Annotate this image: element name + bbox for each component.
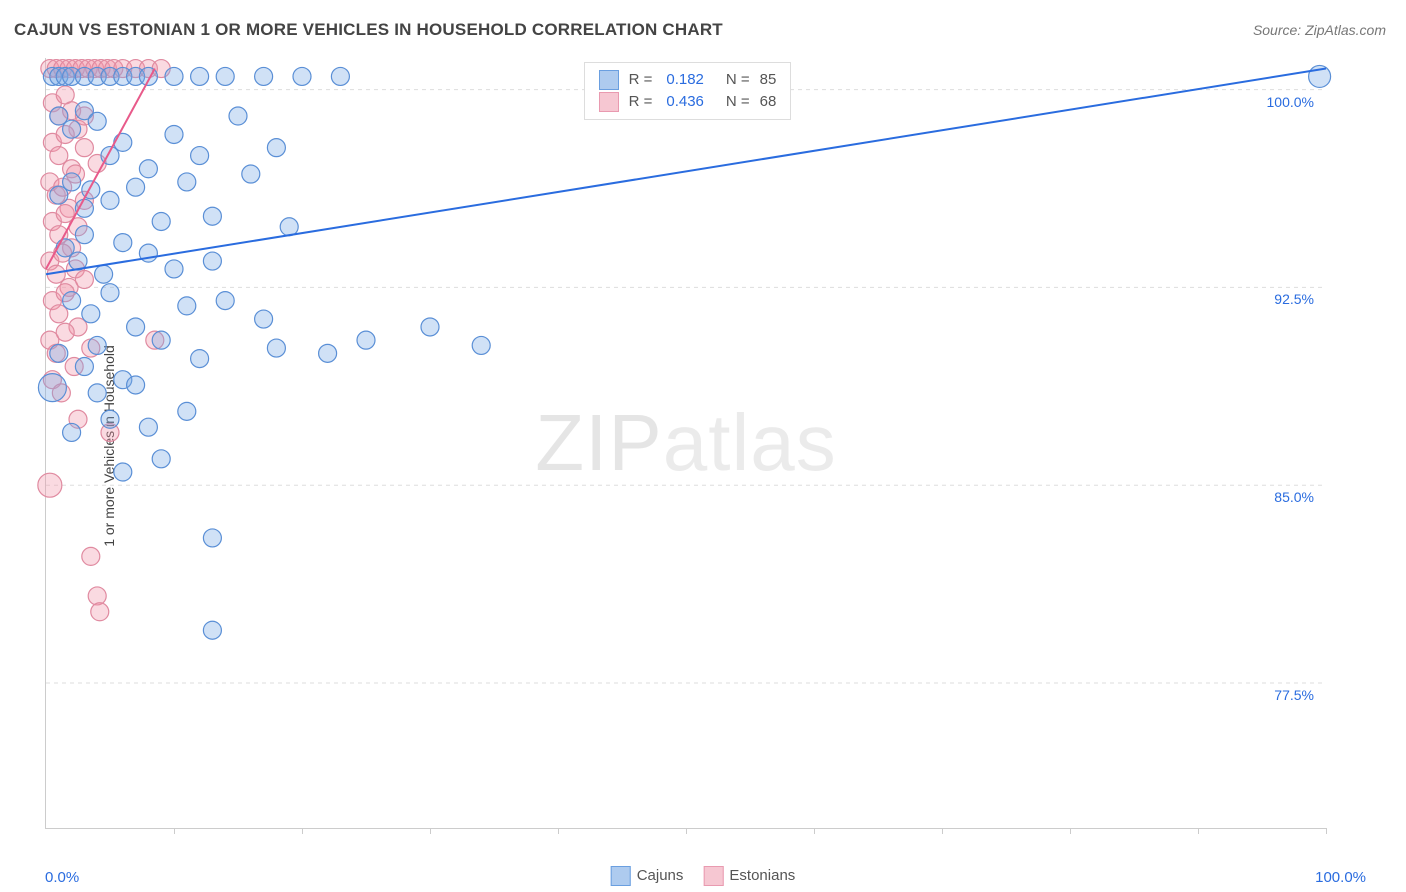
legend-item-estonians: Estonians xyxy=(703,866,795,886)
y-tick-label: 85.0% xyxy=(1274,489,1314,505)
x-tick xyxy=(942,828,943,834)
x-tick xyxy=(1198,828,1199,834)
source-text: Source: ZipAtlas.com xyxy=(1253,22,1386,38)
y-tick-label: 100.0% xyxy=(1267,94,1314,110)
estonians-swatch-icon xyxy=(599,92,619,112)
r-label: R = xyxy=(629,69,653,91)
cajuns-r-value: 0.182 xyxy=(666,69,704,91)
n-label: N = xyxy=(726,91,750,113)
cajuns-swatch-icon xyxy=(599,70,619,90)
x-tick xyxy=(174,828,175,834)
legend-item-cajuns: Cajuns xyxy=(611,866,684,886)
x-tick xyxy=(814,828,815,834)
y-tick-label: 92.5% xyxy=(1274,291,1314,307)
y-tick-label: 77.5% xyxy=(1274,687,1314,703)
legend-row-estonians: R = 0.436 N = 68 xyxy=(599,91,777,113)
estonians-swatch-icon xyxy=(703,866,723,886)
plot-area: ZIPatlas R = 0.182 N = 85 R = 0.436 N = … xyxy=(45,58,1326,829)
cajuns-n-value: 85 xyxy=(760,69,777,91)
estonians-r-value: 0.436 xyxy=(666,91,704,113)
x-tick xyxy=(686,828,687,834)
series-legend: Cajuns Estonians xyxy=(611,866,796,886)
legend-row-cajuns: R = 0.182 N = 85 xyxy=(599,69,777,91)
cajuns-swatch-icon xyxy=(611,866,631,886)
n-label: N = xyxy=(726,69,750,91)
x-tick xyxy=(302,828,303,834)
r-label: R = xyxy=(629,91,653,113)
estonians-label: Estonians xyxy=(729,867,795,884)
x-tick xyxy=(1070,828,1071,834)
cajuns-label: Cajuns xyxy=(637,867,684,884)
x-axis-end-label: 100.0% xyxy=(1315,869,1366,886)
x-tick xyxy=(1326,828,1327,834)
correlation-legend: R = 0.182 N = 85 R = 0.436 N = 68 xyxy=(584,62,792,120)
estonians-n-value: 68 xyxy=(760,91,777,113)
x-axis-origin-label: 0.0% xyxy=(45,869,79,886)
chart-title: CAJUN VS ESTONIAN 1 OR MORE VEHICLES IN … xyxy=(14,20,723,40)
x-tick xyxy=(430,828,431,834)
scatter-svg xyxy=(46,58,1326,828)
x-tick xyxy=(558,828,559,834)
